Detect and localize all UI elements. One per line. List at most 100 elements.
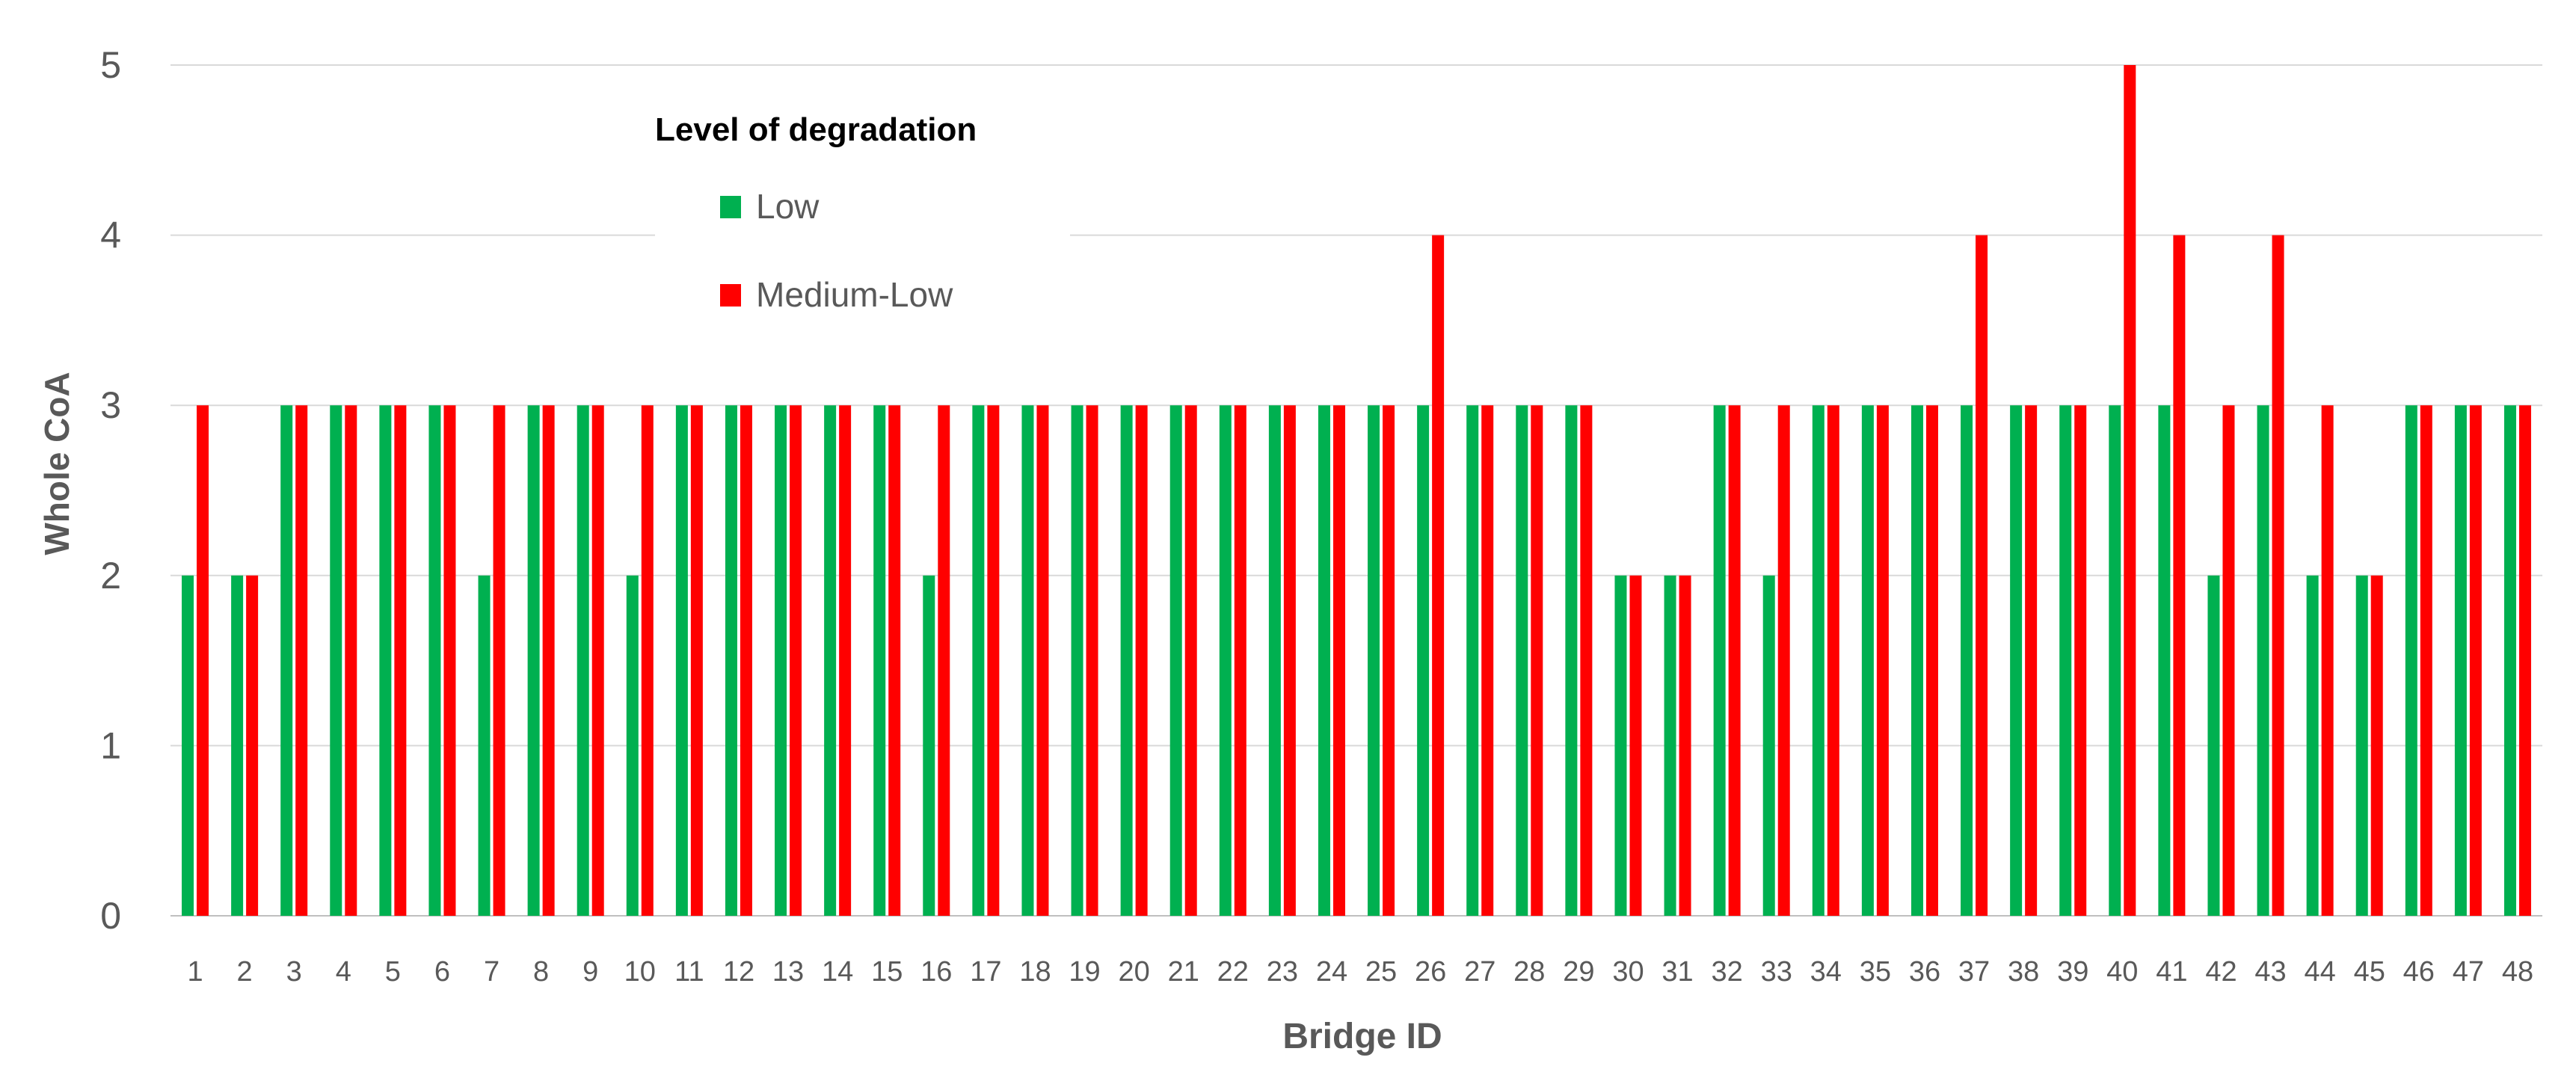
bar-low-38 [2010, 405, 2023, 916]
x-tick-label: 31 [1662, 956, 1693, 988]
bar-low-3 [280, 405, 293, 916]
bar-medium-low-18 [1036, 405, 1049, 916]
x-tick-label: 5 [385, 956, 401, 988]
bar-medium-low-43 [2272, 235, 2284, 917]
bar-low-29 [1565, 405, 1578, 916]
x-tick-label: 39 [2057, 956, 2088, 988]
bar-low-39 [2059, 405, 2072, 916]
bar-low-2 [231, 575, 244, 916]
x-tick-label: 13 [772, 956, 804, 988]
bar-medium-low-21 [1184, 405, 1197, 916]
bar-low-25 [1368, 405, 1380, 916]
x-tick-label: 1 [187, 956, 203, 988]
bar-medium-low-35 [1876, 405, 1889, 916]
x-tick-label: 23 [1267, 956, 1298, 988]
bar-medium-low-29 [1580, 405, 1593, 916]
bar-low-14 [824, 405, 837, 916]
bar-medium-low-24 [1332, 405, 1345, 916]
x-tick-label: 17 [970, 956, 1001, 988]
y-tick-label: 5 [100, 44, 121, 86]
bar-low-16 [923, 575, 935, 916]
bar-medium-low-17 [987, 405, 1000, 916]
bar-medium-low-16 [938, 405, 950, 916]
bar-medium-low-25 [1383, 405, 1395, 916]
bar-medium-low-34 [1827, 405, 1839, 916]
x-tick-label: 21 [1168, 956, 1199, 988]
bar-low-20 [1120, 405, 1133, 916]
y-tick-label: 1 [100, 724, 121, 766]
y-axis-title: Whole CoA [37, 372, 76, 555]
bar-medium-low-23 [1283, 405, 1296, 916]
bar-medium-low-5 [394, 405, 407, 916]
bar-low-17 [972, 405, 985, 916]
y-tick-label: 2 [100, 555, 121, 597]
bar-medium-low-46 [2420, 405, 2432, 916]
bar-medium-low-7 [493, 405, 505, 916]
bar-low-12 [725, 405, 737, 916]
bar-low-19 [1071, 405, 1083, 916]
x-tick-label: 3 [286, 956, 302, 988]
bars [182, 65, 2531, 917]
bar-low-41 [2158, 405, 2171, 916]
x-tick-label: 37 [1958, 956, 1990, 988]
x-tick-label: 38 [2008, 956, 2039, 988]
bar-medium-low-14 [839, 405, 852, 916]
bar-medium-low-37 [1976, 235, 1988, 917]
x-tick-label: 20 [1118, 956, 1149, 988]
x-tick-label: 34 [1810, 956, 1842, 988]
bar-low-24 [1318, 405, 1330, 916]
legend-title: Level of degradation [655, 111, 977, 148]
bar-medium-low-20 [1135, 405, 1148, 916]
x-tick-label: 30 [1612, 956, 1644, 988]
x-tick-label: 12 [723, 956, 754, 988]
bar-medium-low-12 [740, 405, 752, 916]
x-tick-label: 43 [2254, 956, 2286, 988]
x-tick-label: 40 [2106, 956, 2138, 988]
bar-medium-low-26 [1432, 235, 1445, 917]
bar-low-33 [1762, 575, 1775, 916]
y-axis-ticks: 0 1 2 3 4 5 [100, 44, 121, 937]
bar-medium-low-13 [790, 405, 802, 916]
bar-low-1 [182, 575, 194, 916]
bar-low-31 [1664, 575, 1676, 916]
legend-swatch-medium-low [720, 284, 741, 307]
x-tick-label: 25 [1365, 956, 1397, 988]
bar-low-18 [1021, 405, 1034, 916]
legend-label-medium-low: Medium-Low [756, 275, 953, 314]
bar-low-35 [1861, 405, 1874, 916]
bar-low-11 [675, 405, 688, 916]
bar-medium-low-10 [641, 405, 654, 916]
x-axis-ticks: 1 2 3 4 5 6 7 8 9 10 11 12 13 14 15 16 17 18 19 20 21 22 23 24 2… [187, 956, 2533, 988]
bar-medium-low-11 [690, 405, 703, 916]
y-tick-label: 3 [100, 384, 121, 426]
bar-low-43 [2257, 405, 2269, 916]
bar-low-21 [1169, 405, 1182, 916]
y-tick-label: 0 [100, 895, 121, 937]
bar-medium-low-28 [1531, 405, 1543, 916]
x-tick-label: 22 [1217, 956, 1249, 988]
bar-medium-low-47 [2469, 405, 2482, 916]
bar-medium-low-15 [888, 405, 901, 916]
bar-low-27 [1466, 405, 1479, 916]
bar-medium-low-2 [246, 575, 259, 916]
x-tick-label: 16 [920, 956, 952, 988]
bar-low-36 [1911, 405, 1923, 916]
x-tick-label: 32 [1711, 956, 1742, 988]
x-tick-label: 18 [1019, 956, 1051, 988]
bar-low-7 [478, 575, 491, 916]
x-tick-label: 27 [1464, 956, 1496, 988]
bar-low-9 [577, 405, 589, 916]
x-tick-label: 11 [674, 956, 704, 988]
bar-medium-low-27 [1481, 405, 1494, 916]
bar-low-8 [527, 405, 540, 916]
x-tick-label: 48 [2502, 956, 2533, 988]
bar-medium-low-44 [2321, 405, 2334, 916]
gridlines [170, 64, 2542, 917]
bar-low-22 [1219, 405, 1232, 916]
bar-low-40 [2109, 405, 2121, 916]
bar-medium-low-31 [1679, 575, 1691, 916]
legend: Level of degradation Low Medium-Low [655, 90, 1070, 326]
bar-medium-low-42 [2222, 405, 2235, 916]
x-tick-label: 10 [624, 956, 656, 988]
bar-low-37 [1961, 405, 1973, 916]
